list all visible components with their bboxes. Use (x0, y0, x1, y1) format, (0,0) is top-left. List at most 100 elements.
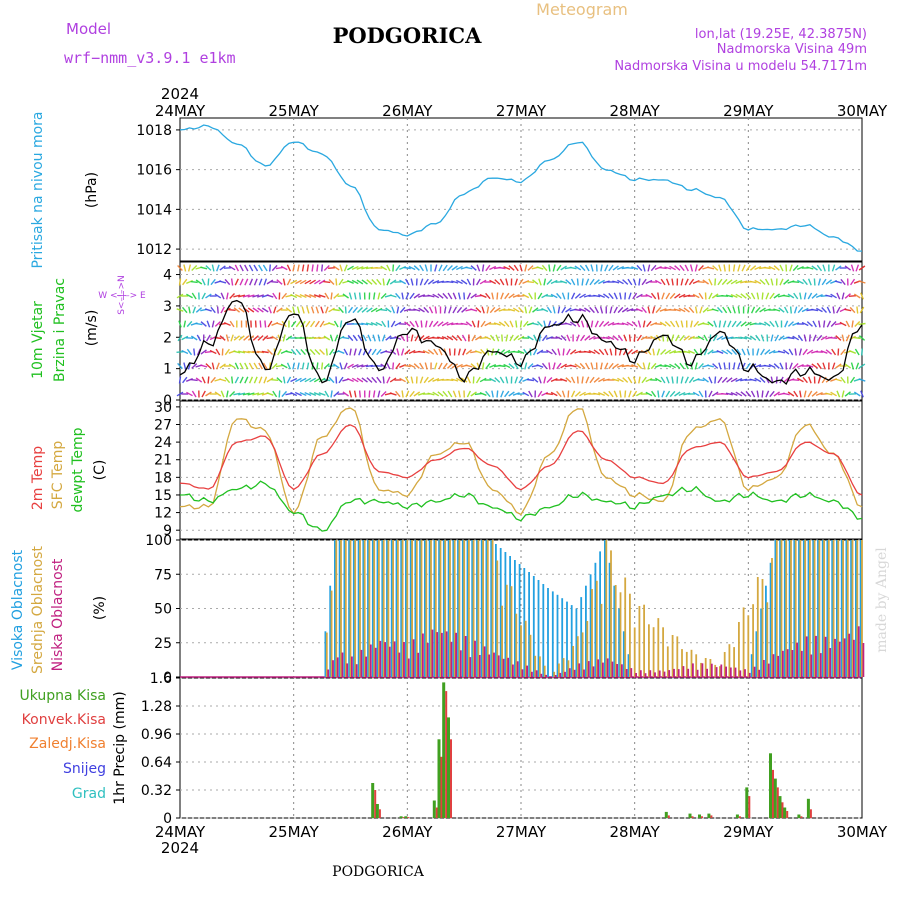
wind-barb (830, 391, 837, 397)
low-cloud-bar (592, 666, 595, 677)
low-cloud-bar (573, 669, 576, 677)
wind-barb (276, 307, 283, 313)
wind-barb (788, 348, 794, 356)
precip-conv-bar (667, 815, 670, 818)
wind-barb (508, 265, 515, 271)
wind-barb (858, 378, 866, 382)
low-cloud-bar (578, 663, 581, 677)
wind-barb (550, 377, 558, 383)
wind-barb (787, 336, 795, 340)
wind-barb (475, 307, 482, 313)
high-cloud-bar (604, 540, 606, 677)
wind-barb (688, 335, 695, 341)
wind-barb (631, 321, 638, 327)
wind-barb (357, 334, 363, 342)
wind-barb (403, 266, 411, 270)
wind-barb (215, 362, 220, 370)
wind-barb (678, 391, 686, 397)
wind-barb (613, 390, 618, 398)
wind-barb (337, 350, 345, 354)
low-cloud-bar (341, 652, 344, 677)
precip-total-bar (371, 783, 375, 818)
high-cloud-bar (788, 540, 791, 677)
precip-total-bar (773, 778, 777, 818)
wind-barb (205, 363, 212, 369)
wind-barb (679, 264, 685, 272)
x-tick-label-bottom: 26MAY (382, 823, 433, 841)
dewpt-temp-line (179, 480, 863, 532)
model-label: Model (66, 20, 111, 38)
wind-barb (552, 306, 556, 314)
wind-barb (352, 334, 358, 342)
wind-barb (669, 320, 676, 328)
wind-barb (688, 306, 695, 314)
wind-barb (182, 278, 188, 286)
wind-barb (508, 363, 515, 369)
wind-barb (499, 376, 505, 384)
low-cloud-bar (725, 666, 727, 677)
temp-tick-label: 24 (154, 435, 172, 451)
wind-barb (716, 350, 724, 354)
wind-barb (457, 292, 461, 300)
wind-barb (390, 349, 397, 355)
wind-barb (764, 349, 771, 355)
wind-barb (494, 377, 501, 383)
wind-barb (259, 320, 262, 328)
wind-barb (423, 376, 429, 384)
precip-total-bar (404, 816, 408, 819)
wind-barb (428, 306, 434, 314)
wind-barb (361, 364, 369, 368)
mid-cloud-bar (671, 635, 674, 677)
wind-barb (612, 265, 619, 271)
mid-cloud-bar (510, 586, 513, 677)
wind-barb (851, 320, 854, 328)
wind-barb (201, 292, 206, 300)
wind-barb (749, 265, 757, 271)
wind-barb (815, 307, 823, 313)
wind-barb (665, 390, 671, 398)
wind-barb (304, 294, 312, 298)
wind-barb (358, 292, 362, 300)
wind-barb (548, 264, 551, 272)
mid-cloud-bar (809, 540, 811, 677)
wind-barb (428, 320, 434, 328)
wind-barb (310, 320, 316, 328)
precip-total-bar (735, 814, 739, 818)
wind-barb (286, 376, 292, 384)
wind-barb (477, 320, 480, 328)
wind-barb (593, 377, 600, 383)
mid-cloud-bar (581, 632, 584, 677)
wind-barb (684, 264, 689, 272)
wind-barb (646, 320, 652, 328)
wind-barb (465, 364, 473, 368)
mid-cloud-bar (368, 540, 371, 677)
wind-barb (314, 279, 321, 285)
wind-barb (812, 320, 817, 328)
wind-barb (485, 390, 491, 398)
wind-barb (351, 265, 359, 271)
low-cloud-bar (502, 658, 505, 677)
wind-barb (229, 293, 236, 299)
high-cloud-bar (566, 601, 568, 677)
wind-barb (313, 392, 321, 396)
wind-barb (585, 278, 590, 286)
wind-barb (228, 265, 236, 271)
high-cloud-bar (504, 552, 507, 677)
wind-barb (708, 278, 713, 286)
wind-barb (262, 335, 269, 341)
wind-barb (386, 264, 391, 272)
wind-barb (690, 320, 693, 328)
wind-barb (556, 292, 562, 300)
wind-barb (470, 308, 478, 312)
wind-barb (821, 278, 827, 286)
high-cloud-bar (608, 562, 611, 677)
precip-tick-label: 1.28 (141, 699, 172, 715)
wind-barb (723, 362, 726, 370)
wind-barb (725, 294, 733, 298)
wind-barb (292, 362, 296, 370)
low-cloud-bar (379, 640, 382, 677)
high-cloud-bar (532, 576, 535, 677)
wind-barb (652, 306, 656, 314)
low-cloud-bar (763, 660, 765, 677)
high-cloud-bar (523, 568, 526, 677)
